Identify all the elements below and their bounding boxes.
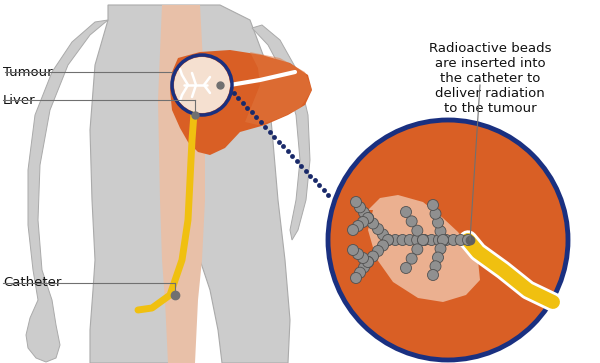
Circle shape [362, 212, 373, 224]
Circle shape [355, 202, 365, 213]
Circle shape [426, 234, 437, 245]
Circle shape [362, 212, 373, 224]
Circle shape [435, 243, 446, 254]
Text: Tumour: Tumour [3, 65, 53, 78]
Circle shape [412, 244, 423, 255]
Circle shape [358, 253, 368, 264]
Circle shape [367, 251, 379, 262]
Circle shape [358, 216, 368, 228]
Circle shape [418, 234, 428, 245]
Circle shape [437, 234, 449, 245]
Circle shape [401, 207, 412, 217]
Circle shape [353, 220, 364, 232]
Text: Catheter: Catheter [3, 277, 61, 290]
Circle shape [373, 224, 383, 234]
Circle shape [347, 245, 359, 256]
Circle shape [362, 257, 373, 268]
Circle shape [433, 217, 443, 228]
Circle shape [359, 262, 370, 273]
Circle shape [437, 234, 449, 245]
Circle shape [448, 234, 459, 245]
Circle shape [390, 234, 401, 245]
Circle shape [435, 226, 446, 237]
Circle shape [353, 249, 364, 260]
Circle shape [362, 257, 373, 268]
Circle shape [427, 200, 439, 211]
Circle shape [350, 196, 361, 208]
Circle shape [412, 234, 422, 245]
Circle shape [359, 207, 370, 218]
Circle shape [440, 234, 452, 245]
Circle shape [355, 267, 365, 278]
Circle shape [401, 262, 412, 273]
Circle shape [347, 224, 359, 236]
Circle shape [397, 234, 408, 245]
Polygon shape [158, 5, 205, 363]
Circle shape [383, 234, 394, 245]
Circle shape [174, 57, 230, 113]
Circle shape [412, 225, 423, 236]
Polygon shape [90, 5, 290, 363]
Text: Liver: Liver [3, 94, 35, 106]
Circle shape [430, 261, 441, 272]
Circle shape [404, 234, 415, 245]
Circle shape [383, 234, 394, 245]
Circle shape [377, 229, 389, 240]
Circle shape [455, 234, 466, 245]
Circle shape [463, 234, 473, 245]
Circle shape [377, 240, 389, 251]
Polygon shape [252, 25, 310, 240]
Circle shape [427, 269, 439, 281]
Polygon shape [368, 195, 480, 302]
Circle shape [362, 212, 373, 224]
Polygon shape [26, 20, 108, 362]
Circle shape [362, 257, 373, 268]
Circle shape [350, 273, 361, 284]
Circle shape [383, 234, 394, 245]
Circle shape [430, 208, 441, 219]
Circle shape [406, 216, 417, 227]
Text: Radioactive beads
are inserted into
the catheter to
deliver radiation
to the tum: Radioactive beads are inserted into the … [429, 42, 551, 115]
Circle shape [406, 253, 417, 264]
Polygon shape [245, 52, 312, 125]
Circle shape [328, 120, 568, 360]
Circle shape [373, 245, 383, 257]
Circle shape [418, 234, 428, 245]
Polygon shape [170, 50, 312, 155]
Circle shape [367, 218, 379, 229]
Circle shape [419, 234, 430, 245]
Circle shape [433, 234, 445, 245]
Circle shape [433, 252, 443, 263]
